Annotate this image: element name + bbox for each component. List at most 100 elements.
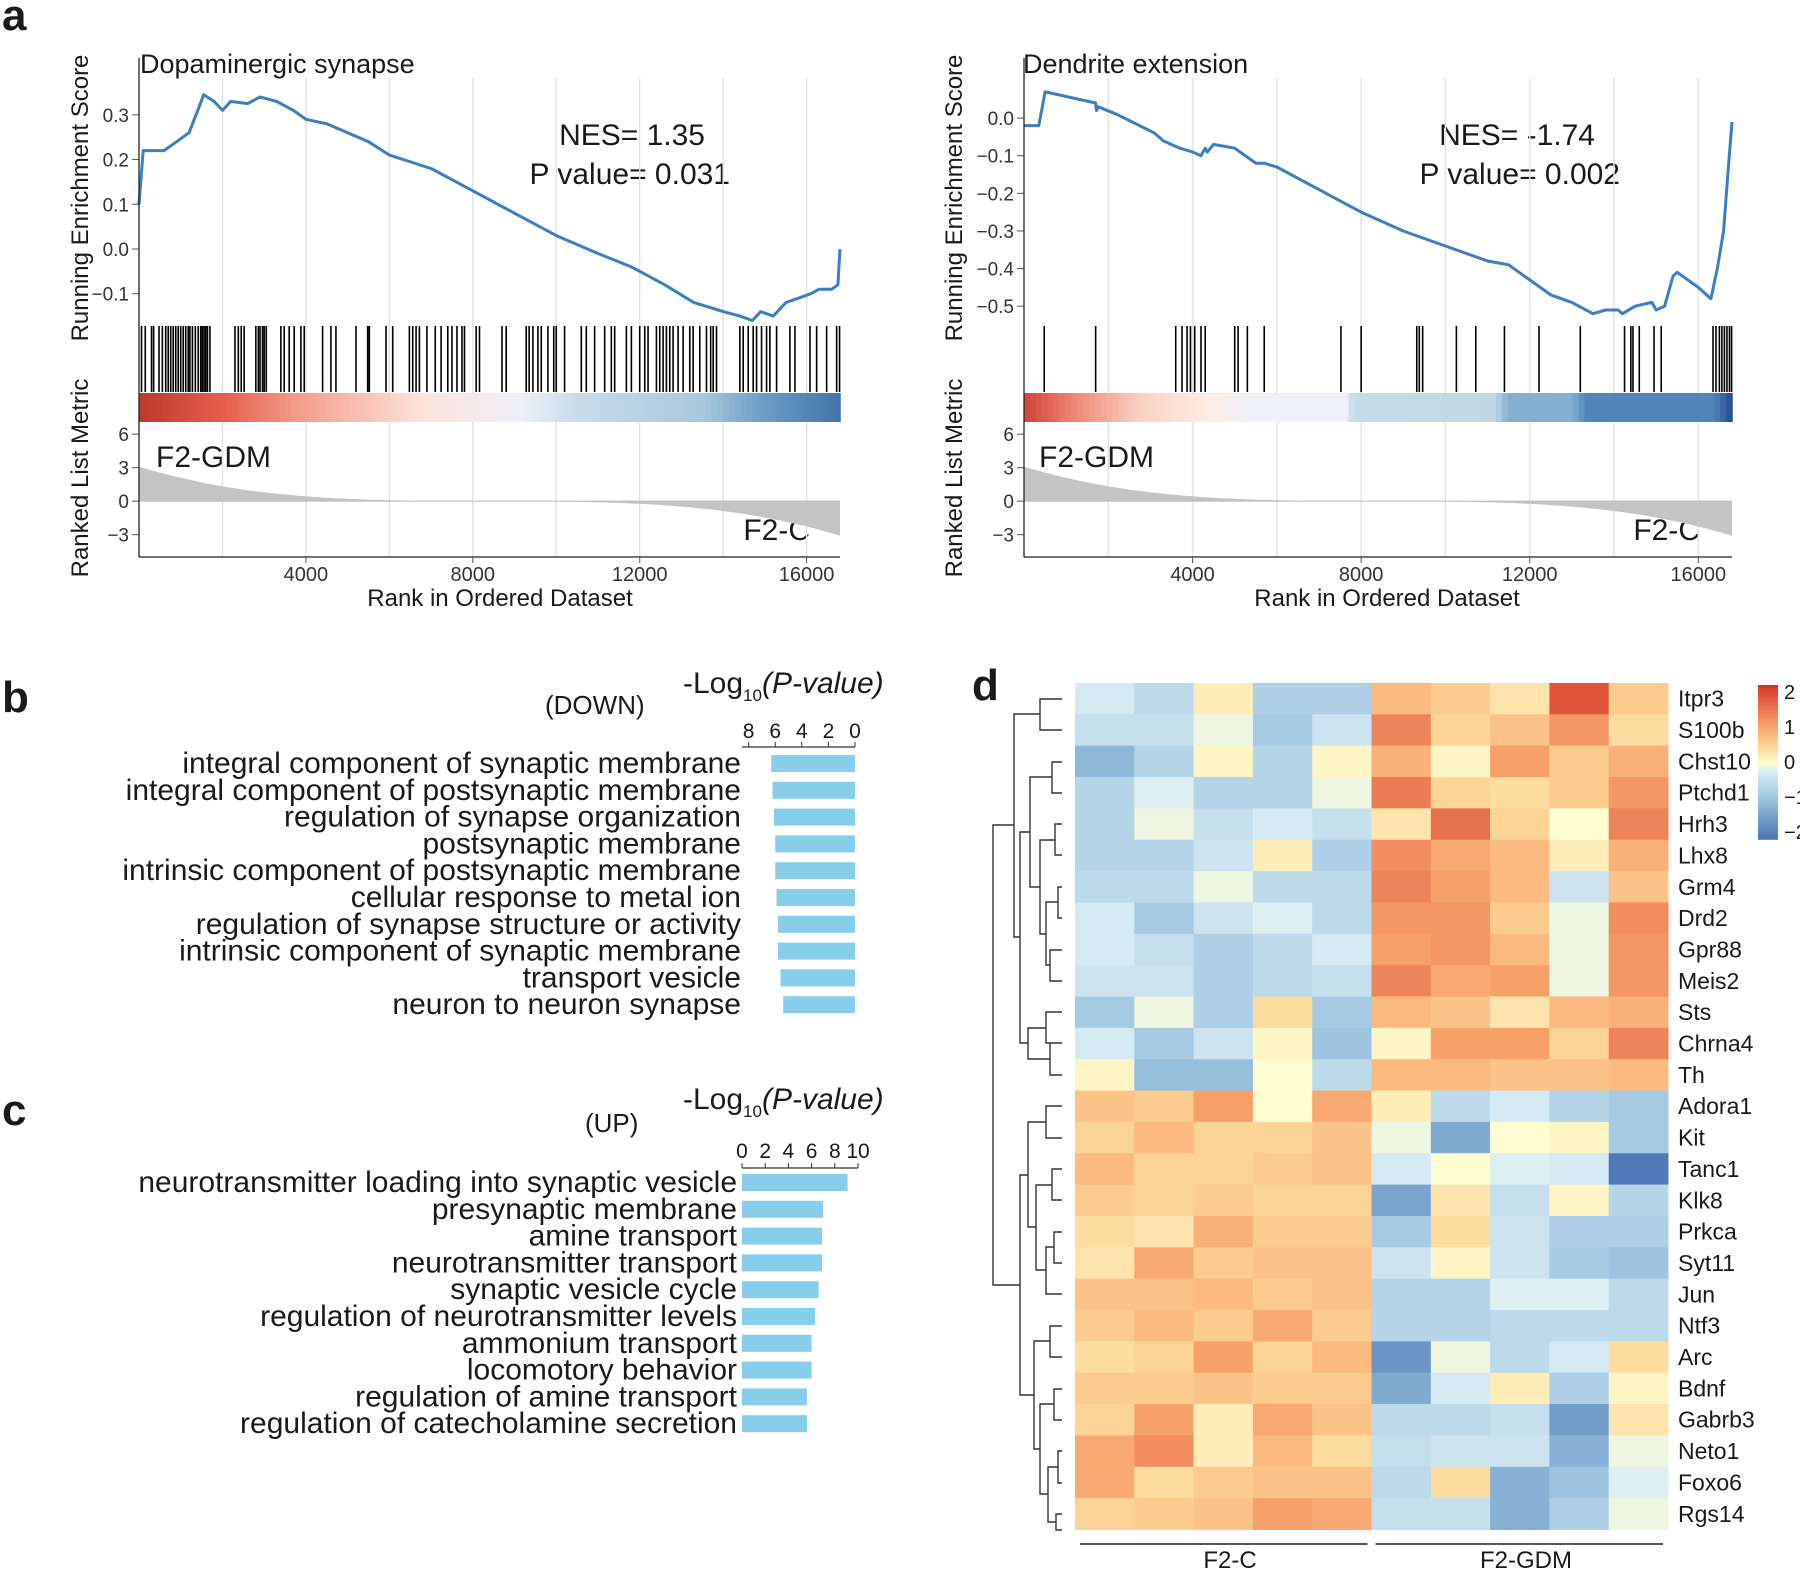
heatmap-cell <box>1252 1498 1313 1530</box>
dendrogram-branch <box>1053 1231 1062 1264</box>
go-tick-label: 4 <box>783 1140 795 1163</box>
go-term-label: regulation of amine transport <box>355 1380 738 1413</box>
heatmap-cell <box>1312 1184 1372 1217</box>
heatmap-cell <box>1134 745 1195 778</box>
heatmap-cell <box>1549 965 1610 997</box>
rank-color-band-segment <box>1413 393 1421 422</box>
heatmap-cell <box>1134 1310 1195 1342</box>
heatmap-cell <box>1430 1153 1491 1186</box>
rank-color-band-segment <box>191 393 199 422</box>
legend-color-step <box>1758 813 1778 817</box>
x-tick-label: 16000 <box>1670 564 1726 586</box>
heatmap-cell <box>1549 808 1610 841</box>
heatmap-cell <box>1371 1372 1432 1405</box>
rank-color-band-segment <box>1289 393 1297 422</box>
dendrogram-branch <box>1039 698 1062 731</box>
rank-color-band-segment <box>489 393 497 422</box>
rank-color-band-segment <box>1401 393 1409 422</box>
heatmap-cell <box>1134 933 1195 966</box>
rank-color-band-segment <box>1696 393 1704 422</box>
heatmap-cell <box>1134 1121 1195 1154</box>
heatmap-cell <box>1549 1341 1610 1374</box>
gene-label: Adora1 <box>1678 1093 1752 1119</box>
gsea-plot-dopaminergic: Dopaminergic synapse NES= 1.35 P value= … <box>67 49 842 612</box>
rank-color-band-segment <box>477 393 485 422</box>
rank-color-band-segment <box>168 393 175 422</box>
heatmap-cell <box>1371 1121 1432 1154</box>
positive-group-label: F2-GDM <box>156 441 271 474</box>
heatmap-cell <box>1549 933 1610 966</box>
heatmap-cell <box>1608 1215 1669 1248</box>
heatmap-cell <box>1252 1278 1313 1311</box>
heatmap-cell <box>1608 1184 1669 1217</box>
legend-color-step <box>1758 800 1778 804</box>
heatmap-cell <box>1075 683 1135 715</box>
legend-color-step <box>1758 738 1778 743</box>
heatmap-cell <box>1134 1090 1195 1123</box>
heatmap-cell <box>1252 1404 1313 1436</box>
rank-color-band-segment <box>1354 393 1362 422</box>
go-term-label: regulation of catecholamine secretion <box>240 1407 737 1440</box>
legend-color-step <box>1758 731 1778 735</box>
rank-color-band-segment <box>1578 393 1586 422</box>
gene-label: Meis2 <box>1678 968 1739 994</box>
rank-color-band-segment <box>320 393 327 422</box>
rank-color-band-segment <box>1189 393 1196 422</box>
legend-color-step <box>1758 774 1778 779</box>
rank-color-band-segment <box>454 393 462 422</box>
heatmap-cell <box>1490 1153 1550 1186</box>
dendrogram-branch <box>1049 949 1062 982</box>
y-axis-title-metric: Ranked List Metric <box>941 379 968 578</box>
rank-color-band-segment <box>1625 393 1633 422</box>
heatmap-cell <box>1490 1090 1550 1123</box>
heatmap-cell <box>1490 1121 1550 1154</box>
heatmap-cell <box>1430 965 1491 997</box>
rank-color-band-segment <box>670 393 678 422</box>
legend-color-step <box>1758 777 1778 781</box>
rank-color-band-segment <box>1448 393 1456 422</box>
rank-color-band-segment <box>1496 393 1503 422</box>
heatmap-cell <box>1075 745 1135 778</box>
heatmap-cell <box>1430 996 1491 1029</box>
heatmap-cell <box>1430 1435 1491 1468</box>
go-term-label: regulation of synapse organization <box>284 801 741 834</box>
heatmap-cell <box>1430 1090 1491 1123</box>
go-term-label: amine transport <box>529 1220 738 1253</box>
y-tick-label: 0.2 <box>103 151 129 172</box>
metric-tick-label: 6 <box>1003 425 1014 446</box>
gene-label: Prkca <box>1678 1219 1737 1245</box>
rank-color-band-segment <box>1147 393 1155 422</box>
rank-color-band-segment <box>1726 393 1733 422</box>
heatmap-cell <box>1549 745 1610 778</box>
heatmap-cell <box>1134 1341 1195 1374</box>
heatmap-cell <box>1549 1121 1610 1154</box>
heatmap: F2-C F2-GDM Itpr3 S100b Chst10 Ptchd1 Hrh3 Lh… <box>992 682 1800 1572</box>
rank-color-band-segment <box>588 393 596 422</box>
rank-color-band-segment <box>1531 393 1539 422</box>
rank-color-band-segment <box>542 393 549 422</box>
gene-label: Chrna4 <box>1678 1031 1754 1057</box>
x-tick-label: 8000 <box>1339 564 1384 586</box>
rank-color-band-segment <box>442 393 450 422</box>
gene-label: Rgs14 <box>1678 1501 1745 1527</box>
heatmap-cell <box>1490 965 1550 997</box>
rank-color-band-segment <box>1614 393 1621 422</box>
rank-color-band-segment <box>413 393 421 422</box>
heatmap-cell <box>1252 1090 1313 1123</box>
legend-tick-label: −2 <box>1784 822 1800 844</box>
gene-label: Ptchd1 <box>1678 780 1750 806</box>
heatmap-cell <box>1134 902 1195 935</box>
heatmap-cell <box>1430 1466 1491 1499</box>
go-bar <box>777 942 855 960</box>
rank-color-band-segment <box>1525 393 1533 422</box>
rank-color-band-segment <box>793 393 800 422</box>
heatmap-cell <box>1549 1498 1610 1530</box>
heatmap-cell <box>1549 839 1610 872</box>
rank-color-band-segment <box>1083 393 1090 422</box>
heatmap-cell <box>1490 1027 1550 1060</box>
heatmap-cell <box>1193 1184 1254 1217</box>
go-term-label: transport vesicle <box>523 961 741 994</box>
y-tick-label: −0.2 <box>976 184 1014 205</box>
heatmap-cell <box>1134 1247 1195 1280</box>
rank-color-band-segment <box>162 393 170 422</box>
